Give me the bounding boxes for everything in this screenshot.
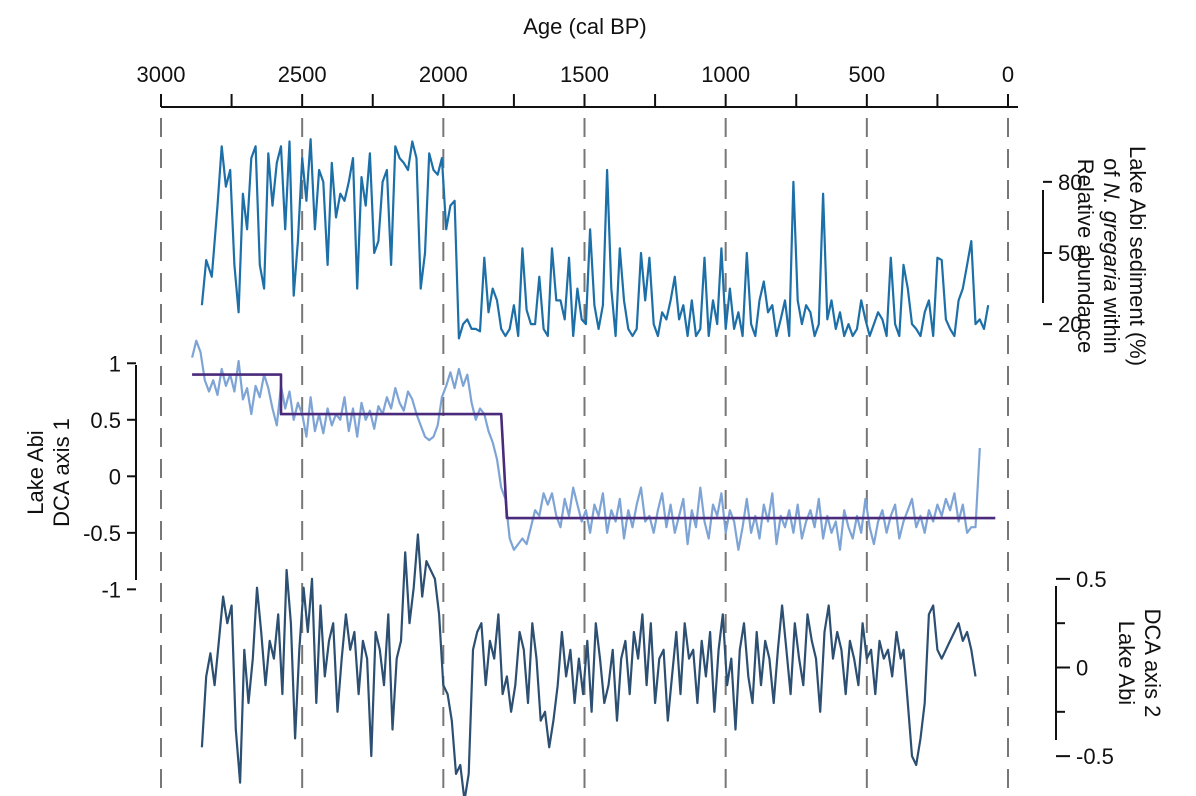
dca1-series-line xyxy=(191,339,981,551)
dca2-y-tick-label: 0.5 xyxy=(1076,567,1107,592)
gregaria-series-line xyxy=(200,138,990,340)
panel-dca-axis-1: 1 0.5 0 -0.5 -1 Lake AbiDCA axis 1 xyxy=(23,339,996,602)
dca2-y-axis-title: Lake AbiDCA axis 2 xyxy=(1114,609,1165,718)
dca1-y-tick-label: -1 xyxy=(101,577,121,602)
dca1-zone-step-line xyxy=(192,373,996,520)
gregaria-y-axis-title: Relative abundanceof N. gregaria withinL… xyxy=(1073,146,1150,366)
dca1-y-tick-label: 1 xyxy=(109,351,121,376)
dca2-series-line xyxy=(200,533,977,796)
gregaria-title-italic: N. gregaria xyxy=(1099,183,1124,292)
gregaria-y-tick-label: 80 xyxy=(1058,170,1082,195)
panel-dca-axis-2: 0.5 0 -0.5 Lake AbiDCA axis 2 xyxy=(200,533,1165,796)
gregaria-title-text: within xyxy=(1099,291,1124,353)
x-tick-label: 1500 xyxy=(560,62,609,87)
dca1-title-line: DCA axis 1 xyxy=(49,418,74,527)
x-tick-label: 2000 xyxy=(419,62,468,87)
x-tick-label: 500 xyxy=(848,62,885,87)
gregaria-title-text: of xyxy=(1099,158,1124,182)
vertical-dashed-guides xyxy=(160,118,1009,796)
dca1-y-axis-title: Lake AbiDCA axis 1 xyxy=(23,418,74,527)
dca2-y-tick-label: 0 xyxy=(1076,656,1088,681)
dca1-title-line: Lake Abi xyxy=(23,430,48,514)
x-axis: 3000 2500 2000 1500 1000 500 0 Age (cal BP) xyxy=(137,14,1018,108)
dca1-y-tick-label: -0.5 xyxy=(83,521,121,546)
dca2-title-line: Lake Abi xyxy=(1114,621,1139,705)
dca1-y-tick-label: 0.5 xyxy=(90,408,121,433)
dca2-title-line: DCA axis 2 xyxy=(1140,609,1165,718)
dca2-y-tick-label: -0.5 xyxy=(1076,744,1114,769)
dca1-y-tick-label: 0 xyxy=(109,464,121,489)
x-tick-label: 2500 xyxy=(278,62,327,87)
gregaria-title-line: Relative abundance xyxy=(1073,159,1098,353)
gregaria-y-tick-label: 20 xyxy=(1058,312,1082,337)
gregaria-title-line: of N. gregaria within xyxy=(1099,158,1124,354)
gregaria-y-tick-label: 50 xyxy=(1058,241,1082,266)
x-tick-label: 3000 xyxy=(137,62,186,87)
x-axis-title: Age (cal BP) xyxy=(523,14,647,39)
x-tick-label: 0 xyxy=(1002,62,1014,87)
x-tick-label: 1000 xyxy=(701,62,750,87)
gregaria-title-line: Lake Abi sediment (%) xyxy=(1125,146,1150,366)
